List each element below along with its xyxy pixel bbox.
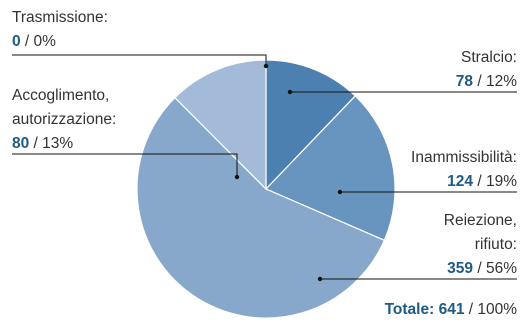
slice-value-label: 124 / 19% (447, 173, 517, 190)
slice-label-2: Inammissibilità: 124 / 19% (337, 149, 517, 195)
slice-value-label: 80 / 13% (12, 135, 73, 152)
slice-label-text: Stralcio: (461, 49, 517, 66)
pie-slice-2 (264, 95, 396, 242)
slice-label-1: Stralcio: 78 / 12% (287, 49, 517, 95)
leader-dot (234, 174, 240, 180)
slice-label-4: Accoglimento, autorizzazione: 80 / 13% (12, 87, 240, 180)
slice-label-text: rifiuto: (475, 236, 517, 253)
slice-value-label: 0 / 0% (12, 33, 56, 50)
slice-value-label: 359 / 56% (447, 260, 517, 277)
slice-label-3: Reiezione, rifiuto: 359 / 56% (317, 212, 517, 282)
slice-label-text: Inammissibilità: (411, 149, 517, 166)
pie-slice-4 (174, 59, 267, 191)
slice-label-text: autorizzazione: (12, 111, 116, 128)
leader-line (12, 54, 267, 66)
leader-dot (287, 89, 293, 95)
pie-slice-3 (136, 96, 386, 319)
leader-dot (263, 63, 269, 69)
slice-label-text: Accoglimento, (12, 87, 109, 104)
slice-value-label: 78 / 12% (456, 73, 517, 90)
slice-label-text: Reiezione, (444, 212, 517, 229)
total-label: Totale: 641 / 100% (385, 301, 518, 318)
leader-line (12, 153, 238, 177)
slice-label-text: Trasmissione: (12, 9, 108, 26)
slice-label-0: Trasmissione: 0 / 0% (12, 9, 269, 69)
leader-dot (317, 276, 323, 282)
leader-dot (337, 189, 343, 195)
